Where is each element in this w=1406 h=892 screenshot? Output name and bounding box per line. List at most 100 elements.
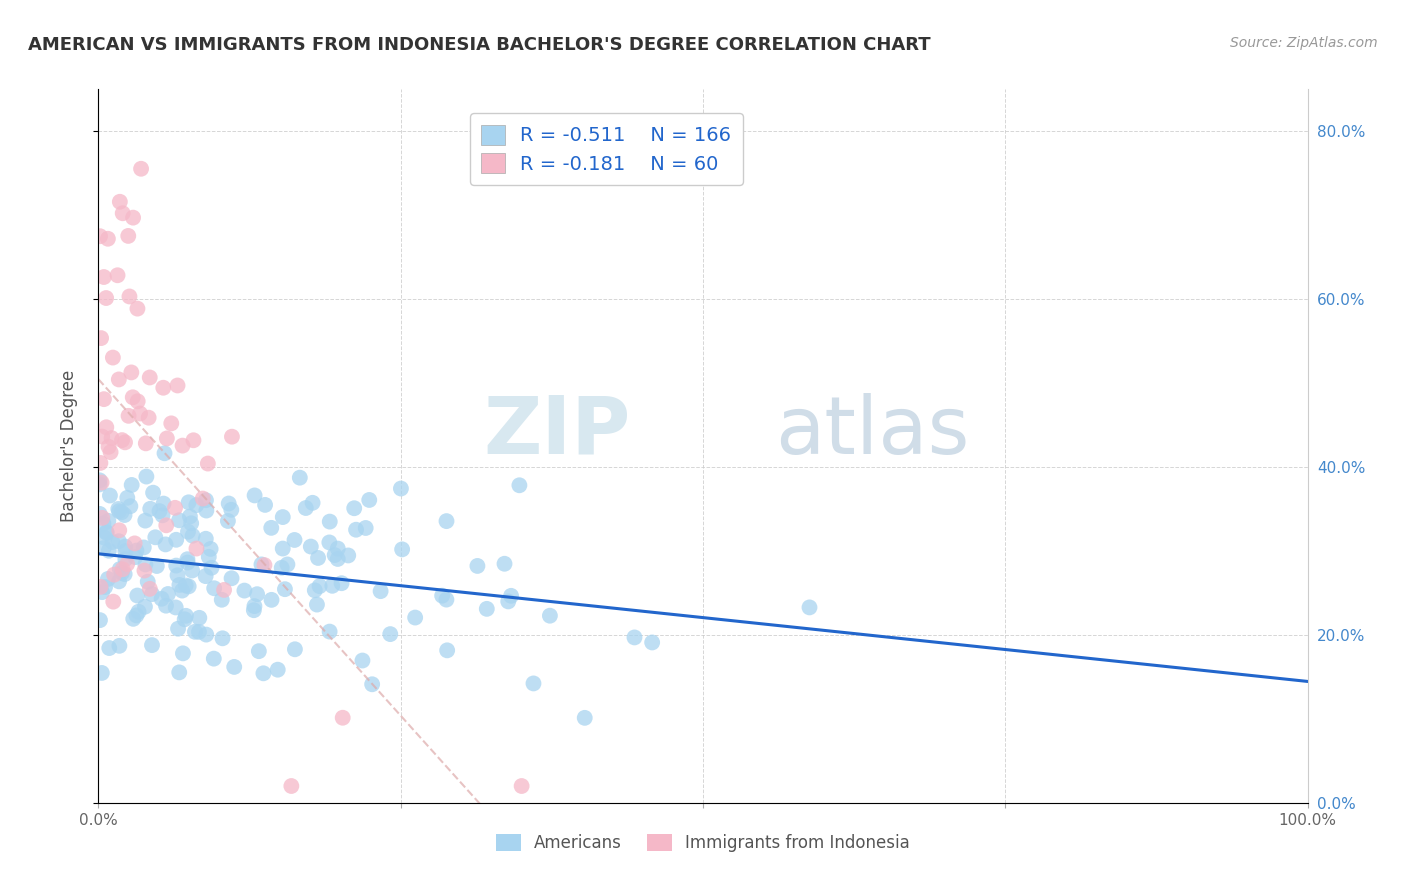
Point <box>243 488 266 502</box>
Point <box>96 525 118 540</box>
Point <box>89 580 111 594</box>
Point <box>436 592 458 607</box>
Point <box>139 582 162 596</box>
Point <box>354 521 377 535</box>
Point <box>108 504 131 518</box>
Point <box>304 583 326 598</box>
Point <box>181 529 204 543</box>
Point <box>370 584 392 599</box>
Point <box>155 518 177 533</box>
Point <box>181 564 204 578</box>
Point <box>100 431 122 445</box>
Point <box>246 587 269 601</box>
Point <box>97 543 120 558</box>
Point <box>166 568 188 582</box>
Point <box>243 603 266 617</box>
Point <box>163 500 186 515</box>
Point <box>127 301 149 316</box>
Point <box>91 429 114 443</box>
Point <box>122 211 145 225</box>
Point <box>111 433 134 447</box>
Point <box>160 417 183 431</box>
Point <box>307 551 329 566</box>
Point <box>100 445 122 459</box>
Point <box>91 511 114 525</box>
Point <box>221 571 243 585</box>
Point <box>270 561 292 575</box>
Point <box>166 378 188 392</box>
Point <box>134 558 156 572</box>
Point <box>114 540 136 554</box>
Point <box>337 549 360 563</box>
Point <box>243 599 266 613</box>
Point <box>97 514 120 528</box>
Text: Source: ZipAtlas.com: Source: ZipAtlas.com <box>1230 36 1378 50</box>
Point <box>98 489 121 503</box>
Point <box>211 632 233 646</box>
Point <box>93 270 115 285</box>
Point <box>120 366 142 380</box>
Point <box>121 390 143 404</box>
Point <box>165 558 187 573</box>
Point <box>98 641 121 656</box>
Point <box>183 434 205 448</box>
Point <box>318 535 340 549</box>
Point <box>198 549 221 564</box>
Point <box>276 558 298 572</box>
Point <box>176 552 198 566</box>
Point <box>89 507 111 521</box>
Point <box>138 370 160 384</box>
Point <box>135 436 157 450</box>
Point <box>301 496 323 510</box>
Point <box>165 600 187 615</box>
Point <box>173 612 195 626</box>
Point <box>143 530 166 544</box>
Point <box>101 535 124 549</box>
Point <box>436 514 458 528</box>
Point <box>321 579 343 593</box>
Point <box>326 541 349 556</box>
Point <box>111 566 134 580</box>
Point <box>91 585 114 599</box>
Point <box>139 501 162 516</box>
Point <box>194 569 217 583</box>
Point <box>141 638 163 652</box>
Point <box>295 501 318 516</box>
Point <box>111 206 134 220</box>
Point <box>247 644 270 658</box>
Point <box>115 557 138 571</box>
Point <box>120 499 142 513</box>
Point <box>496 594 519 608</box>
Point <box>172 646 194 660</box>
Legend: Americans, Immigrants from Indonesia: Americans, Immigrants from Indonesia <box>489 827 917 859</box>
Point <box>522 676 544 690</box>
Point <box>135 469 157 483</box>
Point <box>623 631 645 645</box>
Point <box>108 194 131 209</box>
Point <box>134 514 156 528</box>
Point <box>172 439 194 453</box>
Point <box>114 435 136 450</box>
Point <box>155 599 177 613</box>
Point <box>250 558 273 572</box>
Point <box>467 558 489 573</box>
Point <box>124 550 146 565</box>
Point <box>195 503 218 517</box>
Point <box>89 613 111 627</box>
Point <box>156 431 179 445</box>
Point <box>90 665 112 680</box>
Point <box>152 508 174 523</box>
Point <box>177 524 200 539</box>
Point <box>574 711 596 725</box>
Point <box>260 592 283 607</box>
Point <box>494 557 516 571</box>
Point <box>114 508 136 522</box>
Point <box>200 541 222 556</box>
Point <box>129 407 152 421</box>
Point <box>103 594 125 608</box>
Y-axis label: Bachelor's Degree: Bachelor's Degree <box>59 370 77 522</box>
Point <box>108 534 131 549</box>
Point <box>305 598 328 612</box>
Point <box>90 475 112 490</box>
Point <box>174 608 197 623</box>
